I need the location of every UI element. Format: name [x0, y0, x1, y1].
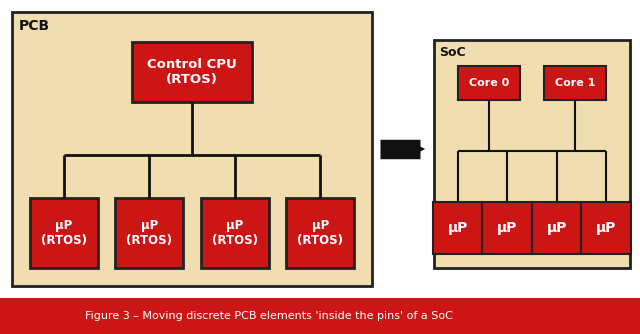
Text: μP: μP — [497, 221, 518, 235]
Text: SoC: SoC — [438, 45, 465, 58]
Bar — [0, 298, 640, 334]
Text: μP: μP — [448, 221, 468, 235]
Bar — [29, 198, 97, 268]
Bar — [532, 202, 582, 254]
Text: Figure 3 – Moving discrete PCB elements 'inside the pins' of a SoC: Figure 3 – Moving discrete PCB elements … — [85, 311, 452, 321]
Bar — [434, 40, 630, 268]
Text: μP
(RTOS): μP (RTOS) — [126, 219, 172, 247]
Bar — [581, 202, 631, 254]
Bar — [433, 202, 483, 254]
Text: PCB: PCB — [19, 19, 49, 33]
Text: μP: μP — [596, 221, 616, 235]
Bar — [12, 12, 372, 286]
Text: Core 1: Core 1 — [555, 78, 595, 88]
Bar — [483, 202, 532, 254]
Text: μP
(RTOS): μP (RTOS) — [212, 219, 258, 247]
Bar — [458, 66, 520, 100]
Text: Control CPU
(RTOS): Control CPU (RTOS) — [147, 58, 237, 86]
Text: μP
(RTOS): μP (RTOS) — [40, 219, 86, 247]
Text: μP: μP — [547, 221, 567, 235]
Bar — [132, 42, 252, 102]
Text: Core 0: Core 0 — [468, 78, 509, 88]
Text: μP
(RTOS): μP (RTOS) — [298, 219, 344, 247]
Bar — [115, 198, 183, 268]
Bar — [201, 198, 269, 268]
Bar — [287, 198, 355, 268]
Bar — [544, 66, 606, 100]
